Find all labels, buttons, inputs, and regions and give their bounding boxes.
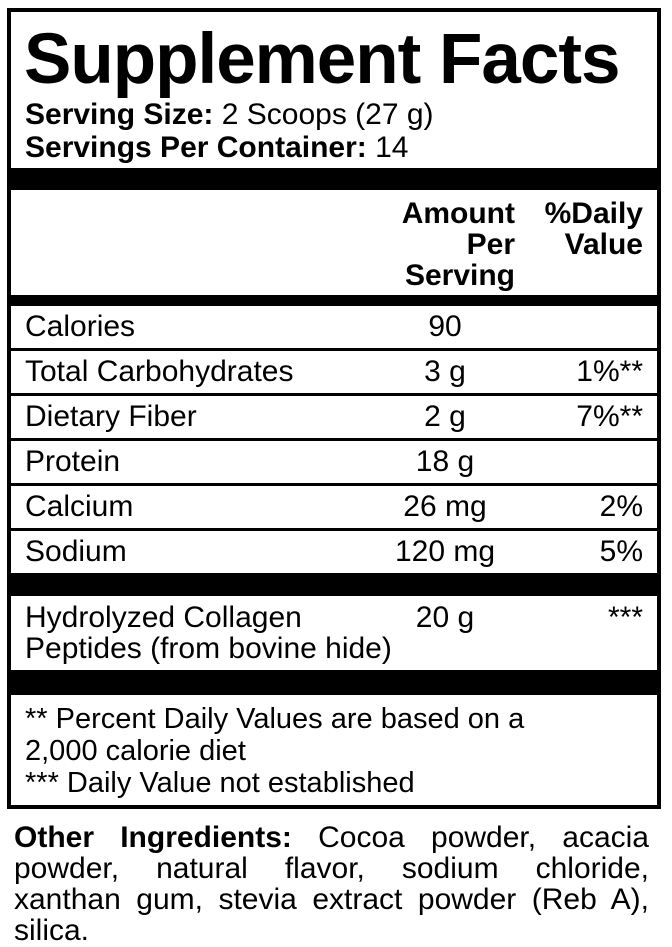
separator-bar-bottom xyxy=(11,670,657,695)
footnote-dv-not-established: *** Daily Value not established xyxy=(25,767,415,799)
panel-title: Supplement Facts xyxy=(24,20,621,99)
nutrient-name: Total Carbohydrates xyxy=(25,355,294,388)
nutrient-dv xyxy=(515,447,643,477)
nutrient-name: Dietary Fiber xyxy=(25,400,197,433)
nutrient-amount: 26 mg xyxy=(403,490,487,523)
separator-bar-top xyxy=(11,168,657,190)
nutrient-dv: 2% xyxy=(599,490,643,523)
footnotes-block: ** Percent Daily Values are based on a 2… xyxy=(11,695,657,805)
nutrient-row-calcium: Calcium 26 mg 2% xyxy=(11,483,657,528)
servings-per-container-line: Servings Per Container: 14 xyxy=(25,131,643,164)
separator-bar-middle xyxy=(11,573,657,596)
nutrient-row-hydrolyzed-collagen: Hydrolyzed Collagen 20 g *** Peptides (f… xyxy=(11,596,657,670)
nutrient-name: Hydrolyzed Collagen xyxy=(25,601,302,634)
nutrient-amount: 90 xyxy=(428,310,462,343)
nutrient-name: Protein xyxy=(25,445,121,478)
footnote-daily-values-line1: ** Percent Daily Values are based on a xyxy=(25,703,525,735)
nutrient-dv xyxy=(515,312,643,342)
nutrient-row-total-carbohydrates: Total Carbohydrates 3 g 1%** xyxy=(11,348,657,393)
nutrient-amount: 120 mg xyxy=(394,535,496,568)
header-dv-line2: Value xyxy=(564,228,643,261)
separator-bar-header xyxy=(11,295,657,306)
footnote-daily-values-line2: 2,000 calorie diet xyxy=(25,735,246,767)
serving-info-block: Serving Size: 2 Scoops (27 g) Servings P… xyxy=(11,98,657,168)
other-ingredients-line1: Other Ingredients: Cocoa powder, acacia xyxy=(14,822,649,853)
other-ingredients-paragraph: Other Ingredients: Cocoa powder, acacia … xyxy=(14,822,649,946)
nutrient-row-sodium: Sodium 120 mg 5% xyxy=(11,528,657,573)
nutrient-name: Sodium xyxy=(25,535,127,568)
nutrient-name: Calories xyxy=(25,310,136,343)
header-dv-line1: %Daily xyxy=(544,197,643,230)
other-ingredients-line4: silica. xyxy=(14,914,90,947)
nutrient-name: Calcium xyxy=(25,490,134,523)
nutrient-amount: 2 g xyxy=(424,400,466,433)
header-spacer xyxy=(25,198,375,291)
serving-size-value: 2 Scoops (27 g) xyxy=(221,98,434,131)
supplement-facts-panel: Supplement Facts Serving Size: 2 Scoops … xyxy=(7,8,661,809)
header-amount-line1: Amount Per xyxy=(401,197,515,261)
other-ingredients-label: Other Ingredients: xyxy=(14,821,292,854)
header-amount-line2: Serving xyxy=(404,259,515,292)
nutrient-dv: 5% xyxy=(599,535,643,568)
column-header-row: Amount Per Serving %Daily Value xyxy=(11,190,657,295)
nutrient-row-dietary-fiber: Dietary Fiber 2 g 7%** xyxy=(11,393,657,438)
nutrient-amount: 18 g xyxy=(415,445,475,478)
serving-size-label: Serving Size: xyxy=(25,98,214,131)
nutrient-name-continued: Peptides (from bovine hide) xyxy=(25,632,392,665)
servings-per-container-label: Servings Per Container: xyxy=(25,131,367,164)
servings-per-container-value: 14 xyxy=(375,131,409,164)
nutrient-dv: *** xyxy=(607,601,643,634)
nutrient-row-protein: Protein 18 g xyxy=(11,438,657,483)
other-ingredients-line3: xanthan gum, stevia extract powder (Reb … xyxy=(14,883,649,916)
nutrient-dv: 7%** xyxy=(576,400,643,433)
nutrient-amount: 3 g xyxy=(424,355,466,388)
collagen-row-line1: Hydrolyzed Collagen 20 g *** xyxy=(25,602,643,633)
nutrient-row-calories: Calories 90 xyxy=(11,306,657,348)
other-ingredients-line1-rest: Cocoa powder, acacia xyxy=(318,821,649,854)
nutrient-dv: 1%** xyxy=(576,355,643,388)
nutrient-amount: 20 g xyxy=(415,601,475,634)
serving-size-line: Serving Size: 2 Scoops (27 g) xyxy=(25,98,643,131)
supplement-label-page: Supplement Facts Serving Size: 2 Scoops … xyxy=(0,8,672,946)
other-ingredients-line2: powder, natural flavor, sodium chloride, xyxy=(14,852,649,885)
header-amount-per-serving: Amount Per Serving xyxy=(375,198,515,291)
header-percent-daily-value: %Daily Value xyxy=(515,198,643,291)
